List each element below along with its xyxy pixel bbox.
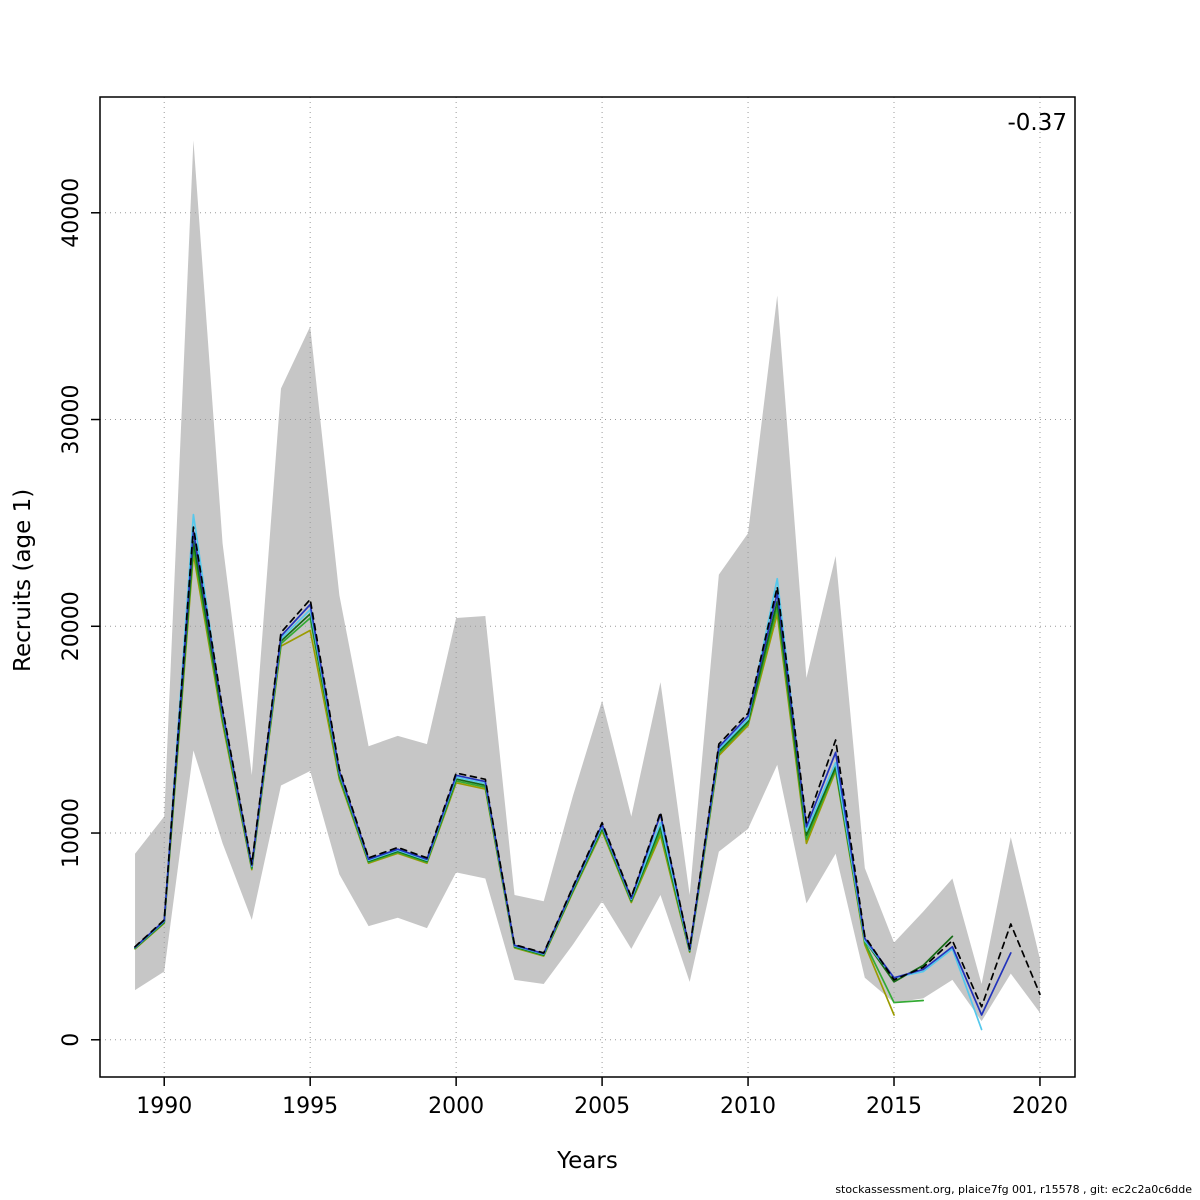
mohns-rho-annotation: -0.37 <box>1007 110 1067 136</box>
x-tick-label: 2020 <box>1012 1094 1068 1119</box>
series-line-final-run <box>134 526 1041 1008</box>
y-tick-label: 30000 <box>59 385 84 455</box>
x-tick-label: 2000 <box>428 1094 484 1119</box>
y-axis-label: Recruits (age 1) <box>10 488 36 672</box>
y-tick-label: 10000 <box>59 798 84 868</box>
plot-box <box>99 96 1076 1078</box>
x-tick-label: 1995 <box>282 1094 338 1119</box>
x-tick-label: 2010 <box>720 1094 776 1119</box>
x-tick-label: 2015 <box>866 1094 922 1119</box>
y-tick-label: 20000 <box>59 591 84 661</box>
x-tick-label: 1990 <box>136 1094 192 1119</box>
y-tick-label: 40000 <box>59 178 84 248</box>
y-tick-label: 0 <box>59 1033 84 1047</box>
x-axis-label: Years <box>557 1148 618 1174</box>
x-tick-label: 2005 <box>574 1094 630 1119</box>
footer-attribution: stockassessment.org, plaice7fg 001, r155… <box>835 1183 1192 1196</box>
